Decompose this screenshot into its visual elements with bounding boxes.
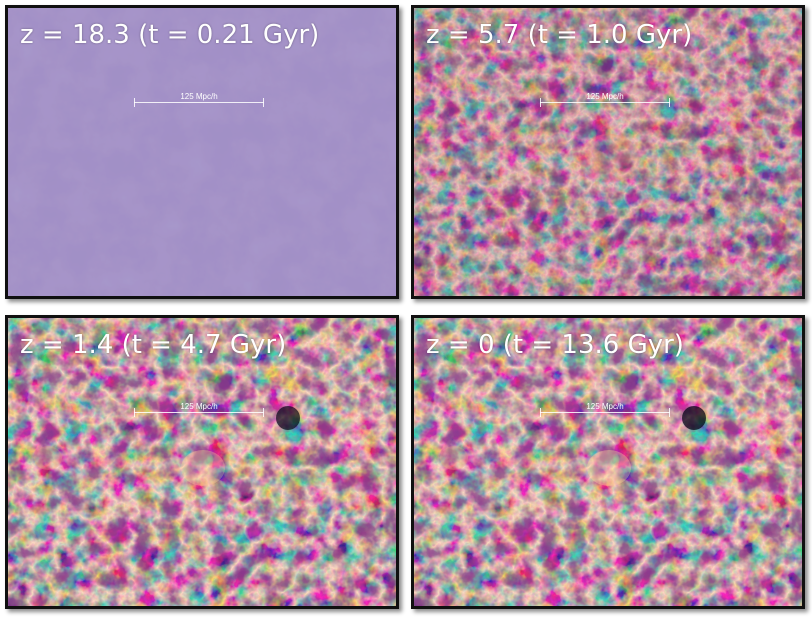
scale-bar: 125 Mpc/h	[134, 92, 264, 108]
scale-bar-label: 125 Mpc/h	[180, 92, 218, 101]
panel-z5: z = 5.7 (t = 1.0 Gyr) 125 Mpc/h	[411, 5, 805, 299]
scale-bar: 125 Mpc/h	[540, 402, 670, 418]
density-field-image	[414, 8, 802, 296]
scale-bar: 125 Mpc/h	[134, 402, 264, 418]
scale-bar-label: 125 Mpc/h	[586, 402, 624, 411]
density-field-image	[8, 8, 396, 296]
scale-bar-label: 125 Mpc/h	[180, 402, 218, 411]
redshift-label: z = 1.4 (t = 4.7 Gyr)	[20, 330, 287, 360]
panel-z1: z = 1.4 (t = 4.7 Gyr) 125 Mpc/h	[5, 315, 399, 609]
panel-z0: z = 0 (t = 13.6 Gyr) 125 Mpc/h	[411, 315, 805, 609]
redshift-label: z = 5.7 (t = 1.0 Gyr)	[426, 20, 693, 50]
density-field-image	[414, 318, 802, 606]
density-field-image	[8, 318, 396, 606]
panel-z18: z = 18.3 (t = 0.21 Gyr) 125 Mpc/h	[5, 5, 399, 299]
redshift-label: z = 0 (t = 13.6 Gyr)	[426, 330, 684, 360]
scale-bar-label: 125 Mpc/h	[586, 92, 624, 101]
scale-bar: 125 Mpc/h	[540, 92, 670, 108]
redshift-label: z = 18.3 (t = 0.21 Gyr)	[20, 20, 320, 50]
